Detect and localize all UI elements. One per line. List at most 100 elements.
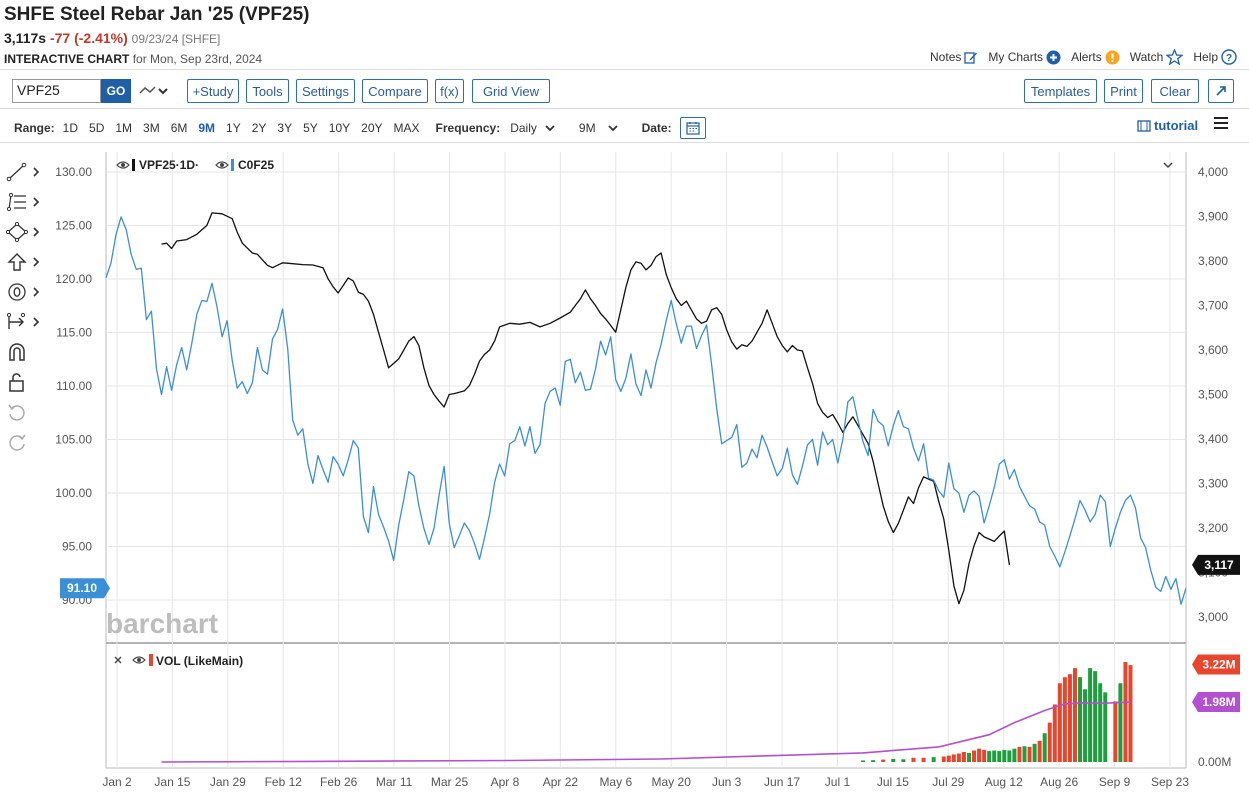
date-picker-button[interactable] [679, 117, 706, 139]
volume-bar [881, 759, 886, 762]
range-9m[interactable]: 9M [198, 121, 216, 135]
x-tick-label: Aug 12 [985, 775, 1023, 789]
volume-bar [1047, 722, 1052, 762]
undo-tool[interactable] [6, 400, 46, 424]
clear-button[interactable]: Clear [1151, 79, 1199, 103]
print-button[interactable]: Print [1104, 79, 1143, 103]
range-1y[interactable]: 1Y [226, 121, 241, 135]
y-right-tick-label: 3,700 [1198, 299, 1228, 313]
menu-button[interactable] [1213, 116, 1229, 135]
frequency-label: Frequency: [435, 121, 501, 135]
range-20y[interactable]: 20Y [361, 121, 383, 135]
settings-button[interactable]: Settings [296, 79, 355, 103]
add-study-button[interactable]: +Study [187, 79, 239, 103]
eye-icon[interactable] [132, 656, 146, 664]
fib-tool[interactable] [6, 190, 46, 214]
axes: Jan 2 Jan 15 Jan 29 Feb 12 Feb 26 Mar 11 Mar 2… [55, 165, 1231, 789]
magnet-tool[interactable] [6, 340, 46, 364]
chevron-down-icon[interactable] [1163, 162, 1173, 169]
close-icon[interactable] [114, 656, 122, 664]
chart-type-dropdown[interactable] [138, 82, 172, 100]
chevron-down-icon [545, 125, 555, 132]
range-10y[interactable]: 10Y [328, 121, 351, 135]
lock-tool[interactable] [6, 370, 46, 394]
volume-bar [901, 759, 906, 762]
redo-tool[interactable] [6, 430, 46, 454]
period-dropdown[interactable]: 9M [579, 121, 618, 135]
volume-bar [946, 755, 951, 762]
x-tick-label: Apr 8 [491, 775, 520, 789]
function-button[interactable]: f(x) [435, 79, 464, 103]
volume-bar [1078, 677, 1083, 762]
legend-compare[interactable]: C0F25 [215, 158, 274, 172]
range-5y[interactable]: 5Y [303, 121, 318, 135]
hamburger-icon [1214, 117, 1228, 129]
volume-bar [997, 751, 1002, 762]
arrow-tool[interactable] [6, 250, 46, 274]
range-row: Range: 1D 5D 1M 3M 6M 9M 1Y 2Y 3Y 5Y 10Y… [14, 117, 706, 139]
volume-bar [1098, 683, 1103, 762]
redo-icon [9, 434, 26, 451]
range-1d[interactable]: 1D [62, 121, 79, 135]
range-5d[interactable]: 5D [89, 121, 105, 135]
legend-primary[interactable]: VPF25·1D· [116, 158, 199, 172]
watch-link[interactable]: Watch [1130, 49, 1184, 65]
watch-label: Watch [1129, 50, 1164, 64]
grid-view-button[interactable]: Grid View [472, 79, 550, 103]
volume-bar [977, 748, 982, 762]
last-price: 3,117s [4, 30, 47, 46]
chevron-right-icon [33, 167, 40, 177]
tutorial-link[interactable]: tutorial [1137, 118, 1198, 133]
y-right-tick-label: 3,600 [1198, 343, 1228, 357]
templates-button[interactable]: Templates [1024, 79, 1097, 103]
trendline-tool[interactable] [6, 160, 46, 184]
alerts-link[interactable]: Alerts [1071, 50, 1120, 65]
chevron-right-icon [33, 317, 40, 327]
range-3y[interactable]: 3Y [277, 121, 293, 135]
range-3m[interactable]: 3M [143, 121, 160, 135]
symbol-input[interactable]: VPF25 [12, 79, 101, 103]
compare-button[interactable]: Compare [362, 79, 428, 103]
expand-icon [1216, 86, 1226, 96]
help-link[interactable]: Help ? [1193, 49, 1237, 65]
shape-tool[interactable] [6, 220, 46, 244]
legend-volume[interactable]: VOL (LikeMain) [114, 654, 243, 668]
range-1m[interactable]: 1M [115, 121, 133, 135]
volume-bar [951, 754, 956, 762]
volume-bar [972, 750, 977, 762]
volume-bar [921, 757, 926, 762]
volume-average-line [161, 701, 1131, 763]
x-tick-label: Mar 25 [431, 775, 469, 789]
range-2y[interactable]: 2Y [251, 121, 267, 135]
go-button[interactable]: GO [101, 79, 131, 103]
tools-button[interactable]: Tools [246, 79, 289, 103]
measure-tool[interactable] [6, 310, 46, 334]
volume-bar [956, 753, 961, 762]
volume-bar [1052, 704, 1057, 762]
mycharts-link[interactable]: My Charts [988, 50, 1061, 65]
annotation-tool[interactable] [6, 280, 46, 304]
notes-link[interactable]: Notes [930, 50, 978, 64]
magnet-icon [9, 343, 25, 361]
volume-bar [1118, 683, 1123, 762]
volume-last-badge: 3.22M [1192, 654, 1240, 675]
calendar-icon [685, 122, 700, 135]
eye-icon[interactable] [215, 161, 229, 169]
volume-bar [941, 756, 946, 762]
y-right-tick-label: 3,000 [1198, 610, 1228, 624]
eye-icon[interactable] [116, 161, 130, 169]
series-line-c0f25 [105, 216, 1187, 605]
expand-button[interactable] [1208, 79, 1234, 103]
range-max[interactable]: MAX [393, 121, 420, 135]
range-6m[interactable]: 6M [170, 121, 188, 135]
volume-bar [1042, 733, 1047, 762]
legend: VPF25·1D· C0F25 VOL (LikeMain) [114, 158, 1173, 668]
y-right-tick-label: 3,900 [1198, 210, 1228, 224]
top-links: Notes My Charts Alerts Watch Help ? [930, 49, 1237, 65]
frequency-dropdown[interactable]: Daily [510, 121, 555, 135]
y-right-tick-label: 3,300 [1198, 477, 1228, 491]
y-left-tick-label: 110.00 [56, 379, 92, 393]
quote-date-exchange: 09/23/24 [SHFE] [131, 32, 221, 46]
shape-icon [6, 222, 28, 242]
